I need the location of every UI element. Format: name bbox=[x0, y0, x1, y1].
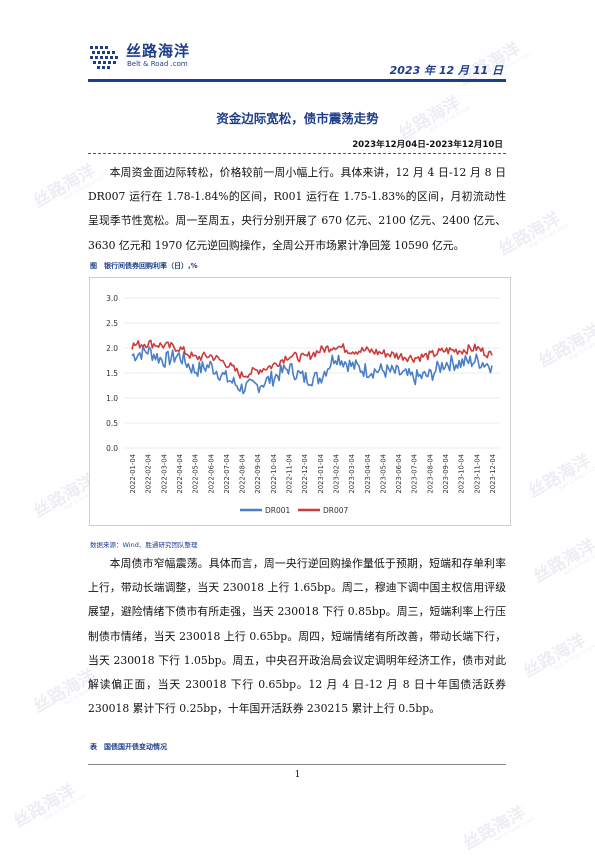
brand-logo: 丝路海洋 Belt & Road .com bbox=[88, 40, 228, 74]
period-divider bbox=[88, 153, 506, 154]
y-tick-label: 0.5 bbox=[106, 419, 118, 428]
x-tick-label: 2023-05-04 bbox=[379, 454, 387, 494]
series-line-dr001 bbox=[131, 345, 493, 395]
x-tick-label: 2023-12-04 bbox=[489, 454, 497, 494]
y-tick-label: 3.0 bbox=[106, 294, 118, 303]
legend-label-dr007: DR007 bbox=[323, 506, 349, 515]
x-tick-label: 2023-08-04 bbox=[426, 454, 434, 494]
x-tick-label: 2022-07-04 bbox=[223, 454, 231, 494]
x-tick-label: 2023-06-04 bbox=[395, 454, 403, 494]
legend-label-dr001: DR001 bbox=[265, 506, 291, 515]
repo-rate-chart: 0.0 0.5 1.0 1.5 2.0 2.5 3.0 2022-01-04 2022-02-0… bbox=[89, 277, 511, 526]
x-tick-label: 2022-10-04 bbox=[270, 454, 278, 494]
x-tick-label: 2022-01-04 bbox=[129, 454, 137, 494]
y-tick-label: 1.0 bbox=[106, 394, 118, 403]
x-tick-label: 2022-08-04 bbox=[239, 454, 247, 494]
x-tick-label: 2022-09-04 bbox=[254, 454, 262, 494]
x-tick-label: 2022-05-04 bbox=[192, 454, 200, 494]
table-caption: 表 国债国开债变动情况 bbox=[90, 743, 167, 751]
y-tick-label: 0.0 bbox=[106, 444, 118, 453]
report-date: 2023 年 12 月 11 日 bbox=[389, 64, 503, 77]
x-tick-label: 2023-11-04 bbox=[473, 454, 481, 494]
report-title: 资金边际宽松，债市震荡走势 bbox=[216, 111, 379, 126]
x-tick-label: 2023-10-04 bbox=[458, 454, 466, 494]
logo-text: 丝路海洋 bbox=[126, 42, 191, 60]
y-tick-label: 2.5 bbox=[106, 319, 118, 328]
line-chart-svg: 0.0 0.5 1.0 1.5 2.0 2.5 3.0 2022-01-04 2022-02-0… bbox=[106, 294, 500, 515]
figure-caption: 图 银行间债券回购利率（日）,% bbox=[90, 262, 198, 270]
x-tick-label: 2023-02-04 bbox=[332, 454, 340, 494]
x-tick-label: 2022-04-04 bbox=[176, 454, 184, 494]
report-period: 2023年12月04日-2023年12月10日 bbox=[352, 140, 503, 150]
y-tick-label: 1.5 bbox=[106, 369, 118, 378]
paragraph-liquidity: 本周资金面边际转松，价格较前一周小幅上行。具体来讲，12 月 4 日-12 月 … bbox=[88, 166, 506, 252]
data-source: 数据来源：Wind、胜通研究团队整理 bbox=[90, 541, 198, 549]
globe-logo-icon bbox=[90, 46, 118, 69]
logo-subtext: Belt & Road .com bbox=[127, 60, 188, 68]
x-tick-label: 2022-12-04 bbox=[301, 454, 309, 494]
x-tick-label: 2023-07-04 bbox=[411, 454, 419, 494]
y-tick-label: 2.0 bbox=[106, 344, 118, 353]
series-line-dr007 bbox=[131, 339, 493, 379]
page-number: 1 bbox=[294, 770, 301, 780]
x-tick-label: 2023-01-04 bbox=[317, 454, 325, 494]
header-divider bbox=[88, 79, 506, 82]
x-tick-label: 2022-06-04 bbox=[207, 454, 215, 494]
x-tick-label: 2022-03-04 bbox=[160, 454, 168, 494]
x-tick-label: 2022-11-04 bbox=[286, 454, 294, 494]
x-tick-label: 2022-02-04 bbox=[145, 454, 153, 494]
x-tick-label: 2023-09-04 bbox=[442, 454, 450, 494]
x-tick-label: 2023-04-04 bbox=[364, 454, 372, 494]
footer-divider bbox=[88, 764, 506, 765]
x-tick-label: 2023-03-04 bbox=[348, 454, 356, 494]
paragraph-bond-market: 本周债市窄幅震荡。具体而言，周一央行逆回购操作量低于预期，短端和存单利率上行，带… bbox=[88, 557, 506, 716]
